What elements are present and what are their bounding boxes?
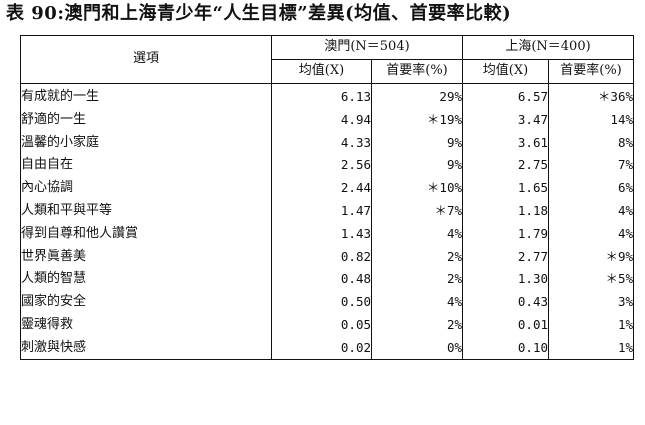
option-cell: 舒適的一生 (20, 108, 272, 132)
shanghai-mean-header: 均值(X) (462, 59, 549, 84)
option-cell: 人類的智慧 (20, 267, 272, 291)
macau-mean-cell: 0.05 (271, 313, 372, 337)
shanghai-rate-cell: 4% (617, 202, 633, 218)
option-cell: 國家的安全 (20, 290, 272, 314)
table-row: 內心協調 2.44 ＊10% 1.65 6% (20, 176, 634, 200)
macau-rate-cell: ＊19% (371, 108, 463, 132)
macau-mean-cell: 1.47 (271, 199, 372, 223)
table-row: 舒適的一生 4.94 ＊19% 3.47 14% (20, 108, 634, 132)
option-cell: 有成就的一生 (20, 83, 272, 109)
table-row: 自由自在 2.56 9% 2.75 7% (20, 153, 634, 177)
table-body: 有成就的一生 6.13 29% 6.57 ＊36% 舒適的一生 4.94 ＊19% 3.47 14… (20, 83, 634, 360)
macau-rate-cell: 9% (371, 153, 463, 177)
macau-rate-cell: 0% (371, 336, 463, 360)
macau-rate-cell: 4% (371, 222, 463, 246)
shanghai-mean-cell: 6.57 (462, 83, 549, 109)
option-cell: 得到自尊和他人讚賞 (20, 222, 272, 246)
macau-mean-cell: 6.13 (271, 83, 372, 109)
table-row: 刺激與快感 0.02 0% 0.10 1% (20, 336, 634, 360)
macau-rate-cell: 29% (371, 83, 463, 109)
shanghai-rate-cell: ＊5% (605, 271, 633, 287)
shanghai-mean-cell: 2.77 (462, 245, 549, 268)
shanghai-group-header: 上海(N＝400) (462, 35, 634, 60)
macau-mean-cell: 4.94 (271, 108, 372, 132)
macau-rate-cell: 9% (371, 131, 463, 154)
option-cell: 溫馨的小家庭 (20, 131, 272, 154)
table-row: 得到自尊和他人讚賞 1.43 4% 1.79 4% (20, 222, 634, 246)
option-cell: 靈魂得救 (20, 313, 272, 337)
shanghai-rate-cell: 7% (617, 157, 633, 173)
shanghai-mean-cell: 3.61 (462, 131, 549, 154)
macau-mean-cell: 0.02 (271, 336, 372, 360)
shanghai-rate-cell: 4% (617, 225, 633, 241)
shanghai-rate-cell: 8% (617, 134, 633, 150)
macau-mean-cell: 2.56 (271, 153, 372, 177)
option-cell: 自由自在 (20, 153, 272, 177)
shanghai-mean-cell: 1.79 (462, 222, 549, 246)
table-row: 人類和平與平等 1.47 ＊7% 1.18 4% (20, 199, 634, 223)
shanghai-rate-cell: 6% (617, 180, 633, 196)
macau-rate-cell: 4% (371, 290, 463, 314)
shanghai-rate-header: 首要率(%) (548, 59, 634, 84)
option-column-header: 選項 (20, 35, 272, 84)
option-cell: 刺激與快感 (20, 336, 272, 360)
shanghai-rate-cell: 14% (610, 111, 633, 127)
table-title: 表 90:澳門和上海青少年“人生目標”差異(均值、首要率比較) (6, 3, 512, 24)
macau-group-header: 澳門(N＝504) (271, 35, 463, 60)
option-cell: 世界眞善美 (20, 245, 272, 268)
shanghai-mean-cell: 3.47 (462, 108, 549, 132)
macau-rate-cell: ＊10% (371, 176, 463, 200)
shanghai-mean-cell: 1.65 (462, 176, 549, 200)
macau-mean-cell: 4.33 (271, 131, 372, 154)
table-row: 世界眞善美 0.82 2% 2.77 ＊9% (20, 245, 634, 268)
macau-mean-cell: 1.43 (271, 222, 372, 246)
option-cell: 內心協調 (20, 176, 272, 200)
shanghai-rate-cell: ＊9% (605, 248, 633, 264)
shanghai-rate-cell: 1% (617, 316, 633, 332)
table-row: 人類的智慧 0.48 2% 1.30 ＊5% (20, 267, 634, 291)
macau-rate-cell: ＊7% (371, 199, 463, 223)
shanghai-mean-cell: 0.43 (462, 290, 549, 314)
table-row: 靈魂得救 0.05 2% 0.01 1% (20, 313, 634, 337)
shanghai-mean-cell: 0.01 (462, 313, 549, 337)
macau-rate-cell: 2% (371, 245, 463, 268)
macau-mean-cell: 0.48 (271, 267, 372, 291)
shanghai-rate-cell: 3% (617, 294, 633, 310)
table-row: 有成就的一生 6.13 29% 6.57 ＊36% (20, 83, 634, 109)
macau-rate-header: 首要率(%) (371, 59, 463, 84)
macau-mean-header: 均值(X) (271, 59, 372, 84)
macau-mean-cell: 0.50 (271, 290, 372, 314)
macau-mean-cell: 0.82 (271, 245, 372, 268)
option-cell: 人類和平與平等 (20, 199, 272, 223)
macau-rate-cell: 2% (371, 313, 463, 337)
shanghai-rate-cell: ＊36% (597, 88, 633, 104)
comparison-table: 選項 澳門(N＝504) 上海(N＝400) 均值(X) 首要率(%) 均值(X… (20, 35, 634, 361)
shanghai-mean-cell: 2.75 (462, 153, 549, 177)
shanghai-mean-cell: 0.10 (462, 336, 549, 360)
shanghai-mean-cell: 1.18 (462, 199, 549, 223)
macau-rate-cell: 2% (371, 267, 463, 291)
macau-mean-cell: 2.44 (271, 176, 372, 200)
table-row: 國家的安全 0.50 4% 0.43 3% (20, 290, 634, 314)
table-row: 溫馨的小家庭 4.33 9% 3.61 8% (20, 131, 634, 154)
shanghai-mean-cell: 1.30 (462, 267, 549, 291)
shanghai-rate-cell: 1% (617, 339, 633, 355)
